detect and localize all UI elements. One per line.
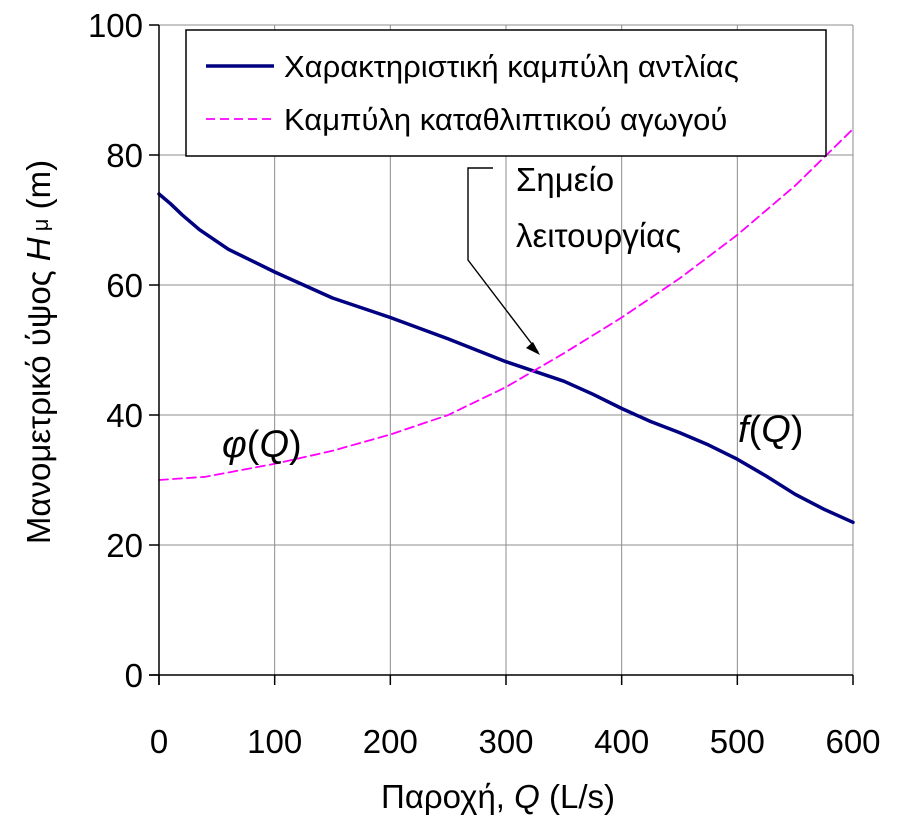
axis-layer — [149, 25, 853, 685]
x-tick-label-300: 300 — [478, 723, 533, 760]
y-tick-label-40: 40 — [106, 397, 143, 434]
y-tick-label-20: 20 — [106, 527, 143, 564]
legend-label-pump: Χαρακτηριστική καμπύλη αντλίας — [284, 49, 739, 84]
legend: Χαρακτηριστική καμπύλη αντλίας Καμπύλη κ… — [185, 29, 827, 157]
tick-layer: 0 100 200 300 400 500 600 0 20 40 60 80 100 — [88, 7, 881, 760]
curve-label-pipe: φ(Q) — [222, 424, 302, 466]
x-tick-label-100: 100 — [247, 723, 302, 760]
y-tick-label-80: 80 — [106, 137, 143, 174]
annotation-label: Σημείο λειτουργίας — [516, 161, 681, 254]
x-axis-title: Παροχή, Q (L/s) — [381, 778, 615, 815]
x-tick-label-400: 400 — [594, 723, 649, 760]
x-tick-label-500: 500 — [710, 723, 765, 760]
x-tick-label-0: 0 — [150, 723, 168, 760]
pump-curve-line — [157, 192, 855, 525]
y-tick-label-100: 100 — [88, 7, 143, 44]
curve-label-pump: f(Q) — [738, 409, 803, 451]
legend-label-pipe: Καμπύλη καταθλιπτικού αγωγού — [284, 102, 727, 137]
legend-box — [185, 29, 827, 157]
annotation-arrowhead — [526, 342, 540, 355]
y-axis-title: Μανομετρικό ύψος H μ (m) — [20, 160, 57, 544]
annotation-arrow-shaft — [467, 167, 539, 353]
operating-point-annotation: Σημείο λειτουργίας — [467, 161, 681, 355]
pipe-curve-line — [158, 128, 854, 481]
y-tick-label-0: 0 — [125, 657, 143, 694]
y-tick-label-60: 60 — [106, 267, 143, 304]
x-tick-label-600: 600 — [825, 723, 880, 760]
curve-layer — [157, 128, 855, 525]
x-tick-label-200: 200 — [363, 723, 418, 760]
